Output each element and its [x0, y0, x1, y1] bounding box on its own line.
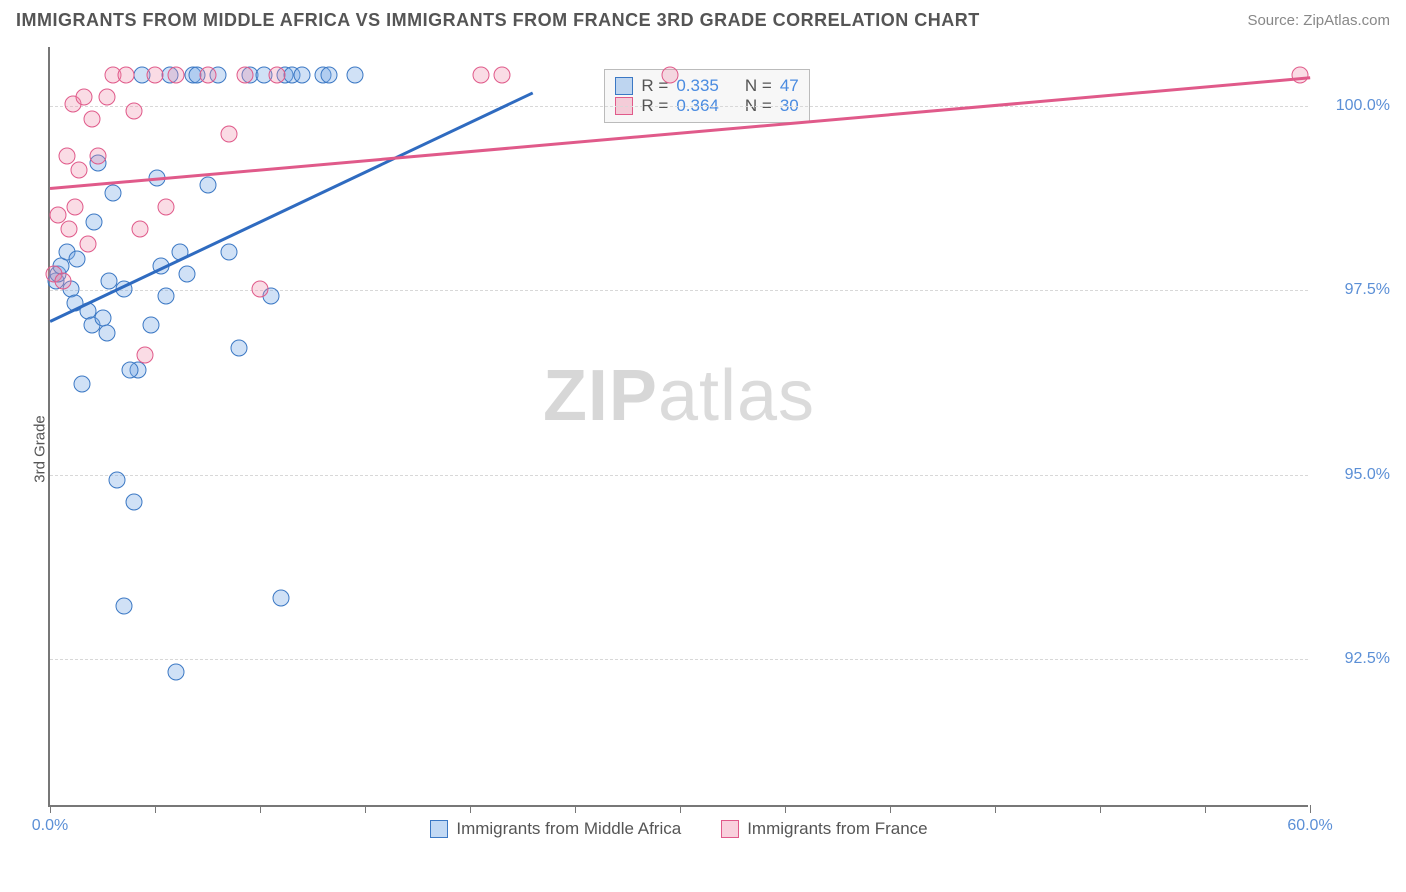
data-point: [121, 361, 138, 378]
legend-item-2: Immigrants from France: [721, 819, 927, 839]
data-point: [115, 597, 132, 614]
swatch-pink-icon: [721, 820, 739, 838]
data-point: [117, 66, 134, 83]
stats-row-series-1: R = 0.335 N = 47: [615, 76, 798, 96]
y-tick-label: 100.0%: [1315, 97, 1390, 115]
gridline-h: [50, 659, 1308, 660]
data-point: [73, 376, 90, 393]
x-tick: [1310, 805, 1311, 813]
data-point: [98, 88, 115, 105]
legend-item-1: Immigrants from Middle Africa: [430, 819, 681, 839]
data-point: [67, 199, 84, 216]
data-point: [71, 162, 88, 179]
y-tick-label: 92.5%: [1315, 650, 1390, 668]
data-point: [105, 184, 122, 201]
data-point: [168, 66, 185, 83]
x-tick: [260, 805, 261, 813]
data-point: [237, 66, 254, 83]
chart-title: IMMIGRANTS FROM MIDDLE AFRICA VS IMMIGRA…: [16, 10, 980, 31]
x-tick: [155, 805, 156, 813]
data-point: [136, 346, 153, 363]
legend-label-2: Immigrants from France: [747, 819, 927, 839]
gridline-h: [50, 290, 1308, 291]
x-tick: [575, 805, 576, 813]
data-point: [86, 214, 103, 231]
x-tick: [995, 805, 996, 813]
data-point: [168, 664, 185, 681]
y-tick-label: 95.0%: [1315, 466, 1390, 484]
data-point: [231, 339, 248, 356]
data-point: [346, 66, 363, 83]
stats-legend-box: R = 0.335 N = 47 R = 0.364 N = 30: [604, 69, 809, 123]
data-point: [98, 324, 115, 341]
data-point: [252, 280, 269, 297]
data-point: [58, 147, 75, 164]
data-point: [147, 66, 164, 83]
data-point: [661, 66, 678, 83]
data-point: [109, 472, 126, 489]
data-point: [1291, 66, 1308, 83]
data-point: [157, 287, 174, 304]
data-point: [50, 206, 67, 223]
data-point: [142, 317, 159, 334]
data-point: [268, 66, 285, 83]
data-point: [132, 221, 149, 238]
data-point: [54, 273, 71, 290]
watermark: ZIPatlas: [543, 355, 815, 437]
data-point: [273, 590, 290, 607]
gridline-h: [50, 475, 1308, 476]
x-tick: [1100, 805, 1101, 813]
gridline-h: [50, 106, 1308, 107]
data-point: [157, 199, 174, 216]
data-point: [220, 243, 237, 260]
data-point: [126, 103, 143, 120]
stat-r-value-1: 0.335: [676, 76, 719, 96]
data-point: [199, 177, 216, 194]
chart-container: 3rd Grade ZIPatlas R = 0.335 N = 47 R = …: [0, 39, 1406, 859]
data-point: [60, 221, 77, 238]
watermark-light: atlas: [658, 356, 815, 436]
watermark-bold: ZIP: [543, 356, 658, 436]
data-point: [84, 110, 101, 127]
swatch-blue-icon: [430, 820, 448, 838]
x-tick: [470, 805, 471, 813]
data-point: [178, 265, 195, 282]
data-point: [321, 66, 338, 83]
source-label: Source: ZipAtlas.com: [1247, 12, 1390, 29]
x-tick: [50, 805, 51, 813]
data-point: [126, 494, 143, 511]
stat-n-label: N =: [745, 76, 772, 96]
y-axis-label: 3rd Grade: [31, 415, 48, 483]
data-point: [69, 250, 86, 267]
legend-label-1: Immigrants from Middle Africa: [456, 819, 681, 839]
y-tick-label: 97.5%: [1315, 281, 1390, 299]
swatch-blue-icon: [615, 77, 633, 95]
x-tick-label: 60.0%: [1287, 817, 1332, 835]
trend-line: [49, 91, 533, 322]
data-point: [79, 236, 96, 253]
data-point: [199, 66, 216, 83]
x-tick: [1205, 805, 1206, 813]
data-point: [294, 66, 311, 83]
data-point: [472, 66, 489, 83]
x-tick: [890, 805, 891, 813]
stat-n-value-1: 47: [780, 76, 799, 96]
data-point: [90, 147, 107, 164]
x-tick-label: 0.0%: [32, 817, 68, 835]
bottom-legend: Immigrants from Middle Africa Immigrants…: [50, 819, 1308, 839]
data-point: [493, 66, 510, 83]
plot-area: ZIPatlas R = 0.335 N = 47 R = 0.364 N = …: [48, 47, 1308, 807]
x-tick: [785, 805, 786, 813]
data-point: [220, 125, 237, 142]
x-tick: [365, 805, 366, 813]
x-tick: [680, 805, 681, 813]
data-point: [75, 88, 92, 105]
